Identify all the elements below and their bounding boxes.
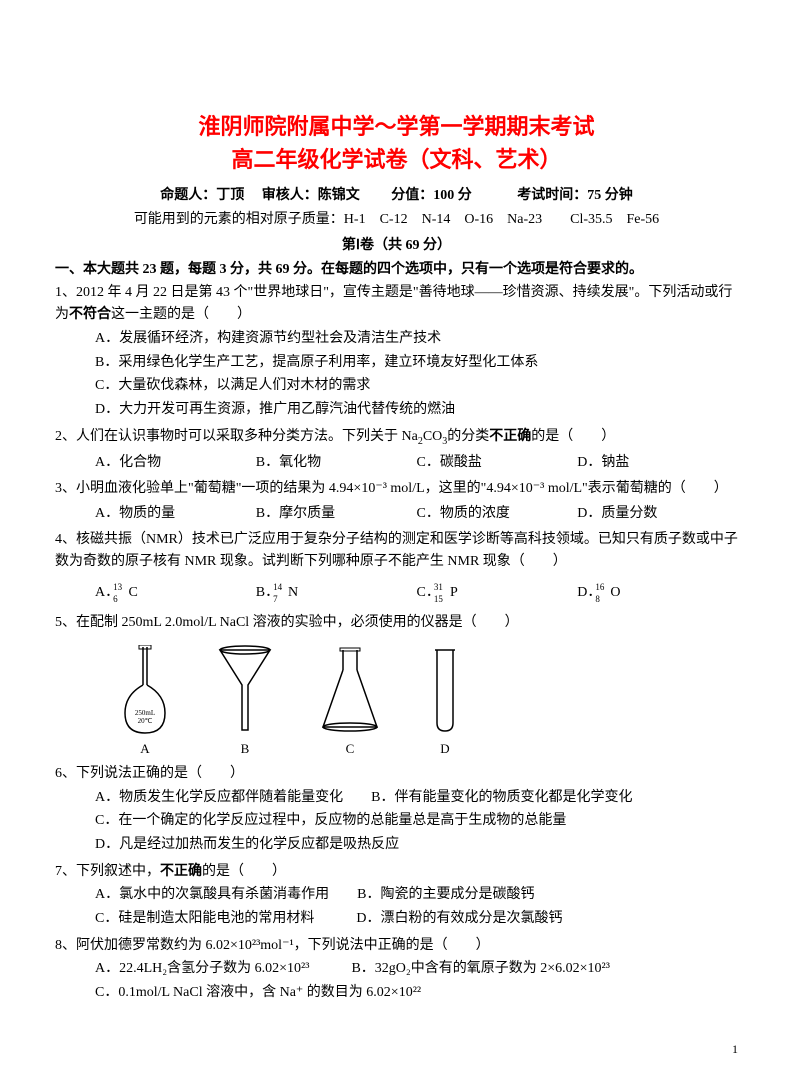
- q5-label-a: A: [140, 739, 149, 760]
- q7-opt-cd: C．硅是制造太阳能电池的常用材料 D．漂白粉的有效成分是次氯酸钙: [95, 907, 738, 931]
- exam-title-1: 淮阴师院附属中学～学第一学期期末考试: [55, 110, 738, 143]
- q3-opt-c: C．物质的浓度: [417, 503, 578, 525]
- q7-num: 7、: [55, 864, 76, 879]
- question-6: 6、下列说法正确的是（ ） A．物质发生化学反应都伴随着能量变化 B．伴有能量变…: [55, 763, 738, 857]
- time: 考试时间：75 分钟: [517, 188, 633, 203]
- q2-opt-c: C．碳酸盐: [417, 452, 578, 474]
- q5-diagram-a: 250mL 20℃ A: [115, 645, 175, 760]
- q4-num: 4、: [55, 532, 76, 547]
- exam-title-2: 高二年级化学试卷（文科、艺术）: [55, 143, 738, 176]
- q2-text-c: 的分类: [447, 429, 489, 444]
- authors: 命题人：丁顶 审核人：陈锦文: [160, 188, 360, 203]
- q8-opt-ab: A．22.4LH₂含氢分子数为 6.02×10²³ B．32gO₂中含有的氧原子…: [95, 957, 738, 981]
- q1-opt-a: A．发展循环经济，构建资源节约型社会及清洁生产技术: [95, 327, 738, 351]
- q4-opt-c: C．3115P: [417, 582, 578, 604]
- q1-options: A．发展循环经济，构建资源节约型社会及清洁生产技术 B．采用绿色化学生产工艺，提…: [55, 327, 738, 422]
- q3-text: 小明血液化验单上"葡萄糖"一项的结果为 4.94×10⁻³ mol/L，这里的"…: [76, 481, 728, 496]
- funnel-icon: [215, 645, 275, 735]
- q4-opt-b: B．147N: [256, 582, 417, 604]
- conical-flask-icon: [315, 645, 385, 735]
- q6-options: A．物质发生化学反应都伴随着能量变化 B．伴有能量变化的物质变化都是化学变化 C…: [55, 786, 738, 857]
- question-3: 3、小明血液化验单上"葡萄糖"一项的结果为 4.94×10⁻³ mol/L，这里…: [55, 478, 738, 525]
- section-1-header: 第Ⅰ卷（共 69 分）: [55, 234, 738, 254]
- atomic-mass: 可能用到的元素的相对原子质量：H-1 C-12 N-14 O-16 Na-23 …: [55, 208, 738, 228]
- q8-options: A．22.4LH₂含氢分子数为 6.02×10²³ B．32gO₂中含有的氧原子…: [55, 957, 738, 1005]
- q2-opt-a: A．化合物: [95, 452, 256, 474]
- svg-text:20℃: 20℃: [138, 717, 153, 725]
- q5-diagram-c: C: [315, 645, 385, 760]
- q5-diagram-b: B: [215, 645, 275, 760]
- q3-options: A．物质的量 B．摩尔质量 C．物质的浓度 D．质量分数: [55, 503, 738, 525]
- question-2: 2、人们在认识事物时可以采取多种分类方法。下列关于 Na2CO3的分类不正确的是…: [55, 426, 738, 474]
- q5-text: 在配制 250mL 2.0mol/L NaCl 溶液的实验中，必须使用的仪器是（…: [76, 615, 519, 630]
- q6-num: 6、: [55, 766, 76, 781]
- q7-opt-ab: A．氯水中的次氯酸具有杀菌消毒作用 B．陶瓷的主要成分是碳酸钙: [95, 883, 738, 907]
- q1-opt-b: B．采用绿色化学生产工艺，提高原子利用率，建立环境友好型化工体系: [95, 351, 738, 375]
- q6-opt-ab: A．物质发生化学反应都伴随着能量变化 B．伴有能量变化的物质变化都是化学变化: [95, 786, 738, 810]
- q3-num: 3、: [55, 481, 76, 496]
- q2-options: A．化合物 B．氧化物 C．碳酸盐 D．钠盐: [55, 452, 738, 474]
- q2-num: 2、: [55, 429, 76, 444]
- q1-opt-d: D．大力开发可再生资源，推广用乙醇汽油代替传统的燃油: [95, 398, 738, 422]
- q4-options: A．136C B．147N C．3115P D．168O: [55, 582, 738, 604]
- q4-text: 核磁共振（NMR）技术已广泛应用于复杂分子结构的测定和医学诊断等高科技领域。已知…: [55, 532, 738, 569]
- question-7: 7、下列叙述中，不正确的是（ ） A．氯水中的次氯酸具有杀菌消毒作用 B．陶瓷的…: [55, 861, 738, 931]
- page-number: 1: [732, 1042, 738, 1057]
- instruction: 一、本大题共 23 题，每题 3 分，共 69 分。在每题的四个选项中，只有一个…: [55, 258, 738, 278]
- question-4: 4、核磁共振（NMR）技术已广泛应用于复杂分子结构的测定和医学诊断等高科技领域。…: [55, 529, 738, 604]
- q6-opt-c: C．在一个确定的化学反应过程中，反应物的总能量总是高于生成物的总能量: [95, 809, 738, 833]
- meta-line: 命题人：丁顶 审核人：陈锦文 分值：100 分 考试时间：75 分钟: [55, 184, 738, 204]
- test-tube-icon: [425, 645, 465, 735]
- q2-text-a: 人们在认识事物时可以采取多种分类方法。下列关于 Na: [76, 429, 418, 444]
- q4-opt-d: D．168O: [577, 582, 738, 604]
- question-1: 1、2012 年 4 月 22 日是第 43 个"世界地球日"，宣传主题是"善待…: [55, 282, 738, 422]
- svg-text:250mL: 250mL: [135, 709, 155, 717]
- q5-label-c: C: [346, 739, 355, 760]
- q8-opt-c: C．0.1mol/L NaCl 溶液中，含 Na⁺ 的数目为 6.02×10²²: [95, 981, 738, 1005]
- volumetric-flask-icon: 250mL 20℃: [115, 645, 175, 735]
- q1-tail: 这一主题的是（ ）: [111, 307, 251, 322]
- q5-diagram-d: D: [425, 645, 465, 760]
- q3-opt-b: B．摩尔质量: [256, 503, 417, 525]
- q7-bold: 不正确: [160, 864, 202, 879]
- q1-num: 1、: [55, 285, 76, 300]
- score: 分值：100 分: [391, 188, 472, 203]
- q2-bold: 不正确: [489, 429, 531, 444]
- question-5: 5、在配制 250mL 2.0mol/L NaCl 溶液的实验中，必须使用的仪器…: [55, 612, 738, 759]
- q7-tail: 的是（ ）: [202, 864, 286, 879]
- q3-opt-d: D．质量分数: [577, 503, 738, 525]
- q7-text-a: 下列叙述中，: [76, 864, 160, 879]
- q6-opt-d: D．凡是经过加热而发生的化学反应都是吸热反应: [95, 833, 738, 857]
- q3-opt-a: A．物质的量: [95, 503, 256, 525]
- q4-opt-a: A．136C: [95, 582, 256, 604]
- q2-opt-b: B．氧化物: [256, 452, 417, 474]
- q2-tail: 的是（ ）: [531, 429, 615, 444]
- q7-options: A．氯水中的次氯酸具有杀菌消毒作用 B．陶瓷的主要成分是碳酸钙 C．硅是制造太阳…: [55, 883, 738, 931]
- q2-opt-d: D．钠盐: [577, 452, 738, 474]
- q8-text: 阿伏加德罗常数约为 6.02×10²³mol⁻¹，下列说法中正确的是（ ）: [76, 938, 490, 953]
- q6-text: 下列说法正确的是（ ）: [76, 766, 244, 781]
- q2-text-b: CO: [423, 429, 442, 444]
- q5-num: 5、: [55, 615, 76, 630]
- question-8: 8、阿伏加德罗常数约为 6.02×10²³mol⁻¹，下列说法中正确的是（ ） …: [55, 935, 738, 1005]
- q5-label-b: B: [241, 739, 250, 760]
- q5-diagrams: 250mL 20℃ A B C: [55, 645, 738, 760]
- q1-opt-c: C．大量砍伐森林，以满足人们对木材的需求: [95, 374, 738, 398]
- q8-num: 8、: [55, 938, 76, 953]
- q5-label-d: D: [440, 739, 449, 760]
- q1-bold: 不符合: [69, 307, 111, 322]
